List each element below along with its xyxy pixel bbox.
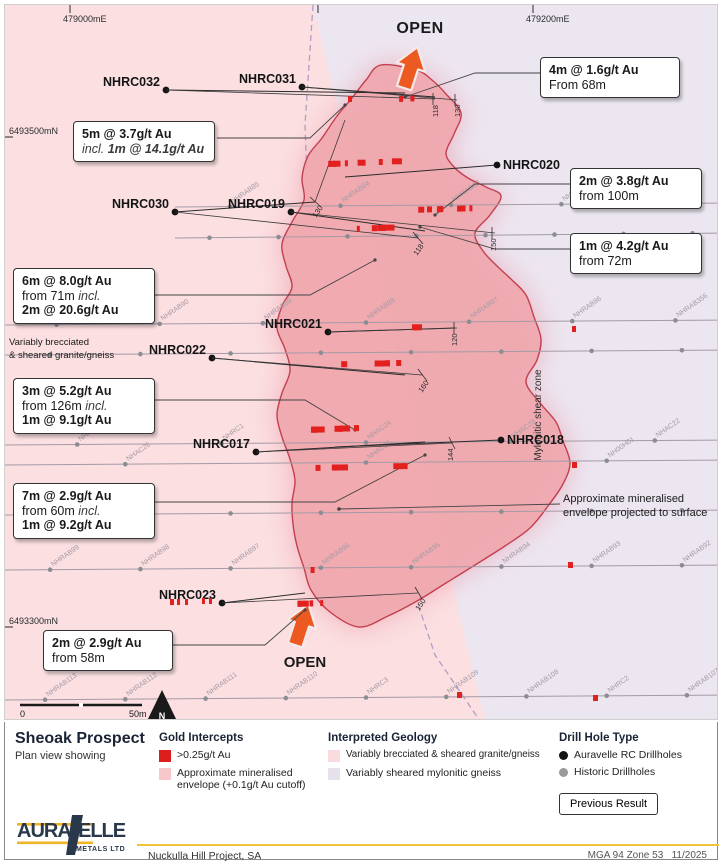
- svg-text:ELLE: ELLE: [78, 820, 126, 842]
- svg-text:118: 118: [431, 105, 440, 117]
- svg-text:479000mE: 479000mE: [63, 14, 107, 24]
- svg-text:& sheared granite/gneiss: & sheared granite/gneiss: [9, 350, 114, 361]
- svg-text:NHRC017: NHRC017: [193, 437, 250, 451]
- svg-text:130: 130: [453, 104, 462, 117]
- svg-text:6493500mN: 6493500mN: [9, 126, 58, 136]
- svg-text:NHRC020: NHRC020: [503, 158, 560, 172]
- svg-text:6493300mN: 6493300mN: [9, 616, 58, 626]
- svg-text:479200mE: 479200mE: [526, 14, 570, 24]
- svg-text:NHRC021: NHRC021: [265, 317, 322, 331]
- svg-text:envelope projected to surface: envelope projected to surface: [563, 507, 707, 519]
- svg-text:0: 0: [20, 709, 25, 719]
- svg-text:NHRC019: NHRC019: [228, 197, 285, 211]
- svg-text:Approximate mineralised: Approximate mineralised: [563, 493, 684, 505]
- svg-text:NHRC030: NHRC030: [112, 197, 169, 211]
- svg-text:Variably brecciated: Variably brecciated: [9, 337, 89, 348]
- svg-text:NHRC022: NHRC022: [149, 343, 206, 357]
- svg-text:OPEN: OPEN: [396, 20, 443, 37]
- svg-text:120: 120: [450, 333, 459, 346]
- svg-text:METALS LTD: METALS LTD: [76, 846, 125, 853]
- svg-text:144: 144: [446, 448, 455, 461]
- svg-text:50m: 50m: [129, 709, 147, 719]
- svg-text:NHRC018: NHRC018: [507, 433, 564, 447]
- svg-text:OPEN: OPEN: [284, 654, 327, 671]
- svg-text:150: 150: [489, 238, 498, 251]
- svg-text:AURA: AURA: [17, 820, 71, 842]
- svg-text:NHRC032: NHRC032: [103, 75, 160, 89]
- svg-text:NHRC031: NHRC031: [239, 72, 296, 86]
- svg-text:N: N: [159, 711, 166, 720]
